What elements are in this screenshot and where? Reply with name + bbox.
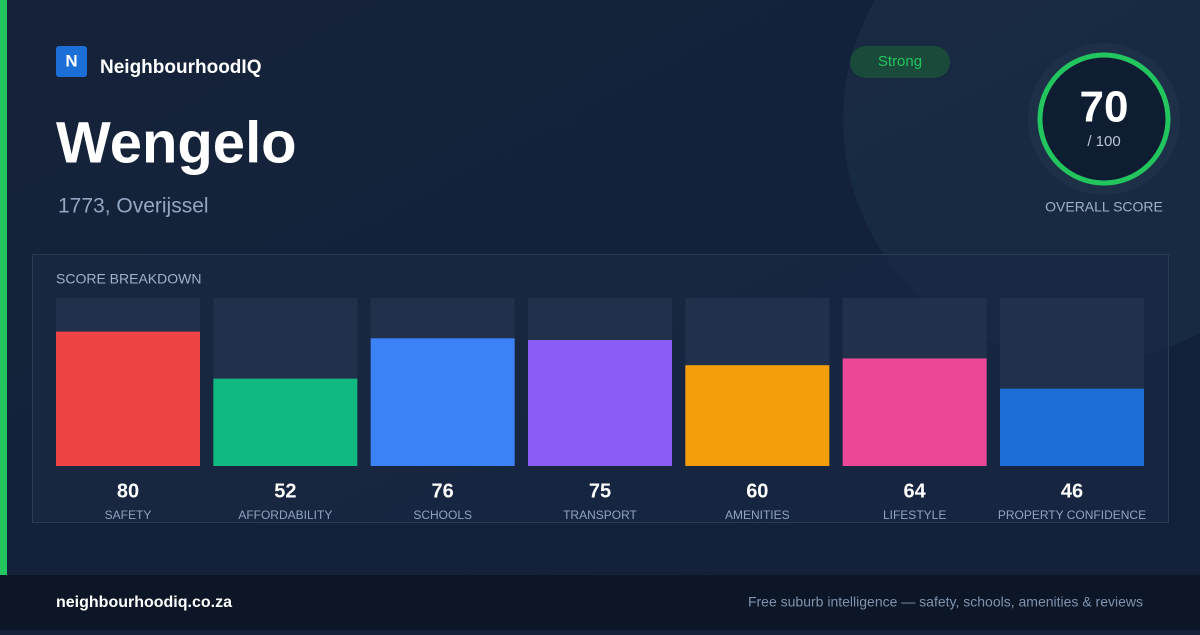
value-label: 46 [1061, 480, 1083, 502]
badge [850, 46, 950, 78]
score-value: 70 [1080, 83, 1129, 132]
value-label: 75 [589, 480, 611, 502]
category-label: AMENITIES [725, 508, 790, 522]
category-label: SAFETY [105, 508, 152, 522]
bar [370, 338, 515, 466]
value-label: 80 [117, 480, 139, 502]
subtitle: 1773, Overijssel [58, 195, 209, 218]
logo [56, 46, 87, 77]
bar [527, 340, 672, 466]
category-label: TRANSPORT [563, 508, 637, 522]
logo-letter: N [65, 51, 77, 70]
bar [685, 365, 830, 466]
score-ring [1037, 52, 1171, 186]
bar [213, 378, 358, 466]
accent-stripe [0, 0, 7, 575]
value-label: 76 [432, 480, 454, 502]
score-label: OVERALL SCORE [1045, 199, 1163, 215]
value-label: 64 [904, 480, 927, 502]
suburb-title: Wengelo [56, 110, 297, 175]
score-out-of: / 100 [1087, 133, 1120, 150]
chart-title: SCORE BREAKDOWN [56, 271, 201, 287]
bar [999, 388, 1144, 466]
category-label: SCHOOLS [413, 508, 472, 522]
brand-name: NeighbourhoodIQ [100, 57, 261, 78]
value-label: 52 [274, 480, 296, 502]
footer [0, 575, 1200, 630]
footer-url: neighbourhoodiq.co.za [56, 594, 232, 611]
category-label: PROPERTY CONFIDENCE [998, 508, 1146, 522]
category-label: LIFESTYLE [883, 508, 946, 522]
bar [56, 331, 200, 466]
footer-tagline: Free suburb intelligence — safety, schoo… [748, 594, 1143, 610]
bar [842, 358, 987, 466]
category-label: AFFORDABILITY [238, 508, 332, 522]
value-label: 60 [746, 480, 768, 502]
badge-text: Strong [878, 53, 922, 70]
